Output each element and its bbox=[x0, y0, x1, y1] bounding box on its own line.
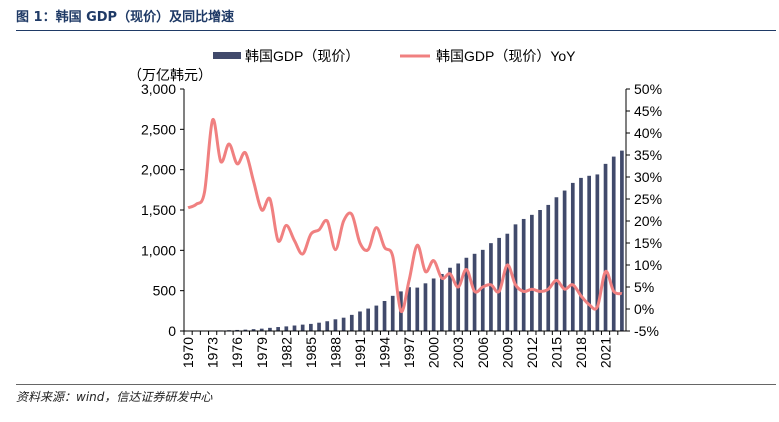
right-tick-label: 10% bbox=[634, 257, 662, 273]
left-tick-label: 1,000 bbox=[141, 242, 176, 258]
right-y-axis: -5% 0% 5% 10% 15% 20% 25% 30% 35% 40% 45% 50% bbox=[625, 81, 662, 339]
gdp-bar bbox=[456, 263, 461, 331]
x-tick-label: 1997 bbox=[401, 337, 417, 368]
gdp-bar bbox=[251, 329, 256, 331]
right-tick-label: 20% bbox=[634, 213, 662, 229]
title-rule bbox=[16, 30, 776, 31]
gdp-bar bbox=[284, 326, 289, 331]
gdp-bar bbox=[554, 197, 559, 331]
gdp-bar bbox=[349, 314, 354, 331]
gdp-bar bbox=[562, 190, 567, 331]
right-tick-label: 5% bbox=[634, 279, 654, 295]
gdp-bar bbox=[448, 267, 452, 331]
gdp-bar bbox=[407, 287, 411, 331]
gdp-bar bbox=[333, 319, 338, 331]
gdp-bar bbox=[382, 300, 387, 331]
gdp-bar bbox=[341, 317, 346, 331]
gdp-bar bbox=[546, 204, 551, 331]
gdp-bars bbox=[186, 150, 624, 332]
gdp-bar bbox=[300, 324, 305, 331]
x-tick-label: 1991 bbox=[352, 337, 368, 368]
gdp-bar bbox=[497, 237, 501, 331]
x-tick-label: 2012 bbox=[524, 337, 540, 368]
gdp-bar bbox=[325, 321, 330, 331]
x-tick-label: 1976 bbox=[229, 337, 245, 368]
gdp-bar bbox=[366, 308, 371, 331]
gdp-bar bbox=[480, 249, 485, 331]
gdp-bar bbox=[268, 327, 272, 331]
left-axis-unit-label: （万亿韩元） bbox=[128, 67, 212, 83]
gdp-bar bbox=[374, 305, 379, 331]
gdp-bar bbox=[423, 283, 428, 331]
figure-title: 图 1：韩国 GDP（现价）及同比增速 bbox=[16, 10, 235, 25]
gdp-bar bbox=[579, 177, 583, 331]
gdp-bar bbox=[415, 287, 420, 331]
x-tick-label: 2003 bbox=[450, 337, 466, 368]
source-rule bbox=[16, 384, 776, 385]
x-tick-label: 2000 bbox=[426, 337, 442, 368]
x-tick-label: 2009 bbox=[499, 337, 515, 368]
x-tick-label: 1994 bbox=[377, 337, 393, 368]
legend-line-label: 韩国GDP（现价）YoY bbox=[436, 48, 576, 64]
x-tick-label: 1979 bbox=[254, 337, 270, 368]
gdp-bar bbox=[259, 328, 264, 331]
x-tick-label: 2015 bbox=[548, 337, 564, 368]
legend-bar-swatch bbox=[213, 52, 241, 59]
right-tick-label: 45% bbox=[634, 103, 662, 119]
gdp-bar bbox=[611, 156, 616, 331]
gdp-bar bbox=[309, 323, 313, 331]
gdp-bar bbox=[538, 210, 542, 331]
gdp-bar bbox=[390, 295, 395, 331]
right-tick-label: 35% bbox=[634, 147, 662, 163]
right-tick-label: -5% bbox=[634, 323, 659, 339]
gdp-chart: 韩国GDP（现价） 韩国GDP（现价）YoY （万亿韩元） 0 500 1,000 1… bbox=[128, 48, 662, 368]
right-tick-label: 25% bbox=[634, 191, 662, 207]
gdp-bar bbox=[464, 257, 469, 331]
left-tick-label: 2,500 bbox=[141, 121, 176, 137]
gdp-bar bbox=[513, 224, 518, 331]
gdp-bar bbox=[570, 182, 575, 331]
x-tick-label: 1988 bbox=[327, 337, 343, 368]
x-tick-label: 2006 bbox=[475, 337, 491, 368]
x-axis: 1970 1973 1976 1979 1982 1985 1988 1991 1994 1997… bbox=[180, 330, 626, 368]
gdp-bar bbox=[603, 163, 608, 331]
gdp-bar bbox=[243, 329, 248, 331]
x-tick-label: 1970 bbox=[180, 337, 196, 368]
gdp-bar bbox=[358, 311, 362, 331]
left-tick-label: 0 bbox=[168, 323, 176, 339]
gdp-bar bbox=[489, 243, 493, 331]
left-tick-label: 2,000 bbox=[141, 162, 176, 178]
x-tick-label: 1985 bbox=[303, 337, 319, 368]
gdp-bar bbox=[431, 278, 436, 331]
gdp-bar bbox=[587, 175, 592, 331]
gdp-bar bbox=[276, 327, 280, 331]
gdp-bar bbox=[521, 218, 526, 331]
x-tick-label: 1973 bbox=[205, 337, 221, 368]
legend-bar-label: 韩国GDP（现价） bbox=[245, 48, 359, 64]
gdp-bar bbox=[317, 322, 321, 331]
left-y-axis: 0 500 1,000 1,500 2,000 2,500 3,000 bbox=[141, 81, 185, 339]
left-tick-label: 1,500 bbox=[141, 202, 176, 218]
source-note: 资料来源：wind，信达证券研发中心 bbox=[16, 390, 213, 404]
right-tick-label: 40% bbox=[634, 125, 662, 141]
left-tick-label: 3,000 bbox=[141, 81, 176, 97]
gdp-bar bbox=[439, 273, 444, 331]
gdp-bar bbox=[235, 329, 240, 331]
gdp-bar bbox=[505, 233, 510, 331]
gdp-bar bbox=[530, 214, 534, 331]
right-tick-label: 50% bbox=[634, 81, 662, 97]
gdp-bar bbox=[292, 325, 297, 331]
x-tick-label: 1982 bbox=[278, 337, 294, 368]
gdp-bar bbox=[595, 174, 600, 331]
chart-legend: 韩国GDP（现价） 韩国GDP（现价）YoY bbox=[213, 48, 576, 64]
right-tick-label: 0% bbox=[634, 301, 654, 317]
x-tick-label: 2018 bbox=[573, 337, 589, 368]
right-tick-label: 15% bbox=[634, 235, 662, 251]
right-tick-label: 30% bbox=[634, 169, 662, 185]
gdp-bar bbox=[620, 150, 624, 331]
x-tick-label: 2021 bbox=[598, 337, 614, 368]
yoy-line bbox=[187, 118, 623, 313]
left-tick-label: 500 bbox=[153, 283, 177, 299]
